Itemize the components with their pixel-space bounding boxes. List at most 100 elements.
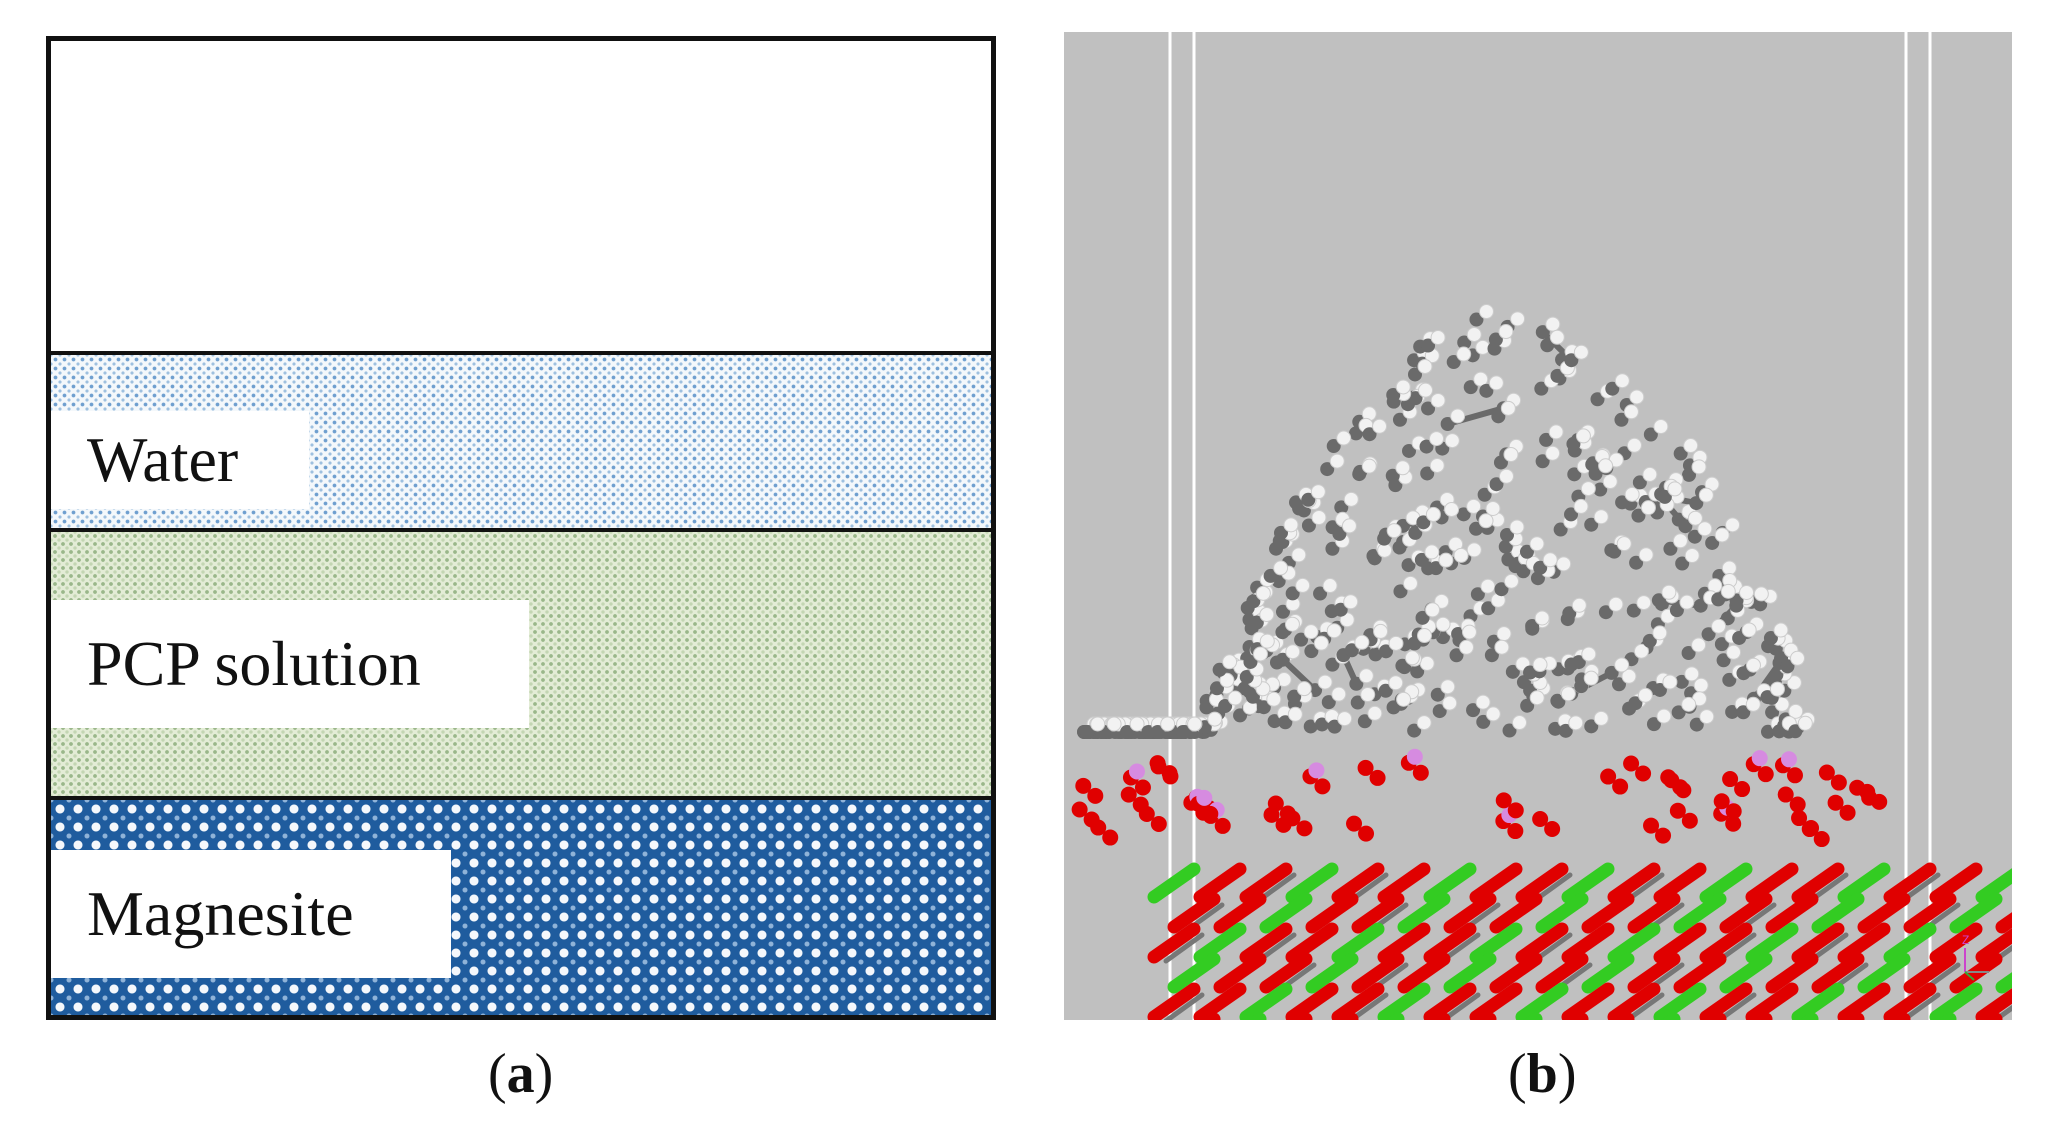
oxygen-atom xyxy=(1120,786,1137,803)
carbon-atom xyxy=(1289,495,1304,510)
carbon-atom xyxy=(1678,519,1693,534)
carbon-atom xyxy=(1584,719,1599,734)
carbon-atom xyxy=(1421,401,1436,416)
carbon-atom xyxy=(1287,689,1302,704)
hydrogen-atom xyxy=(1509,519,1525,535)
crystal-unit xyxy=(1791,982,1845,1020)
hydrogen-atom xyxy=(1372,418,1388,434)
hydrogen-atom xyxy=(1434,593,1450,609)
oxygen-atom xyxy=(1635,765,1652,782)
carbon-atom xyxy=(1385,468,1400,483)
carbon-atom xyxy=(1763,631,1778,646)
hydrogen-atom xyxy=(1593,509,1609,525)
carbon-atom xyxy=(1607,544,1622,559)
phosphorus-atom xyxy=(1406,748,1423,765)
crystal-unit xyxy=(1351,892,1405,934)
carbon-atom xyxy=(1378,644,1393,659)
hydrogen-atom xyxy=(1090,716,1106,732)
crystal-unit xyxy=(1719,892,1773,934)
oxygen-atom xyxy=(1660,769,1677,786)
hydrogen-atom xyxy=(1435,616,1451,632)
carbon-atom xyxy=(1533,560,1548,575)
hydrogen-atom xyxy=(1545,316,1561,332)
oxygen-atom xyxy=(1871,793,1888,810)
hydrogen-atom xyxy=(1512,715,1528,731)
carbon-atom xyxy=(1344,643,1359,658)
crystal-unit xyxy=(1377,982,1431,1020)
hydrogen-atom xyxy=(1480,578,1496,594)
carbon-atom xyxy=(1326,439,1341,454)
hydrogen-atom xyxy=(1741,622,1757,638)
carbon-atom xyxy=(1237,681,1252,696)
carbon-atom xyxy=(1760,690,1775,705)
carbon-atom xyxy=(1419,439,1434,454)
oxygen-atom xyxy=(1655,827,1672,844)
carbon-atom xyxy=(1080,725,1095,739)
carbon-atom xyxy=(1550,368,1565,383)
carbon-atom xyxy=(1408,525,1423,540)
axis-indicator: Z xyxy=(1962,933,1989,981)
hydrogen-atom xyxy=(1259,633,1275,649)
carbon-atom xyxy=(1392,540,1407,555)
oxygen-atom xyxy=(1643,817,1660,834)
hydrogen-atom xyxy=(1329,453,1345,469)
crystal-unit xyxy=(1397,892,1451,934)
hydrogen-atom xyxy=(1623,404,1639,420)
carbon-atom xyxy=(1674,674,1689,689)
carbon-atom xyxy=(1626,603,1641,618)
hydrogen-atom xyxy=(1581,646,1597,662)
oxygen-atom xyxy=(1284,810,1301,827)
carbon-atom xyxy=(1393,584,1408,599)
crystal-unit xyxy=(1469,922,1523,964)
crystal-unit xyxy=(1607,982,1661,1020)
carbon-atom xyxy=(1470,587,1485,602)
carbon-atom xyxy=(1401,558,1416,573)
hydrogen-atom xyxy=(1598,458,1614,474)
carbon-atom xyxy=(1466,703,1481,718)
hydrogen-atom xyxy=(1339,612,1355,628)
crystal-unit xyxy=(1857,892,1911,934)
carbon-atom xyxy=(1386,700,1401,715)
carbon-atom xyxy=(1646,717,1661,732)
carbon-atom xyxy=(1469,521,1484,536)
hydrogen-atom xyxy=(1498,324,1514,340)
crystal-unit xyxy=(1883,862,1937,904)
hydrogen-atom xyxy=(1545,445,1561,461)
crystal-unit xyxy=(1699,862,1753,904)
crystal-unit xyxy=(1489,952,1543,994)
oxygen-atom xyxy=(1150,758,1167,775)
hydrogen-atom xyxy=(1608,596,1624,612)
carbon-atom xyxy=(1469,312,1484,327)
carbon-atom xyxy=(1456,507,1471,522)
hydrogen-atom xyxy=(1106,716,1122,732)
oxygen-atom xyxy=(1202,805,1219,822)
carbon-atom xyxy=(1150,725,1165,739)
crystal-unit xyxy=(1719,952,1773,994)
carbon-atom xyxy=(1732,630,1747,645)
hydrogen-atom xyxy=(1295,577,1311,593)
hydrogen-atom xyxy=(1343,491,1359,507)
hydrogen-atom xyxy=(1721,560,1737,576)
carbon-atom xyxy=(1632,475,1647,490)
hydrogen-atom xyxy=(1573,498,1589,514)
crystal-unit xyxy=(1489,892,1543,934)
hydrogen-atom xyxy=(1621,668,1637,684)
crystal-unit xyxy=(1397,952,1451,994)
hydrogen-atom xyxy=(1478,304,1494,320)
hydrogen-atom xyxy=(1444,501,1460,517)
hydrogen-atom xyxy=(1593,710,1609,726)
carbon-atom xyxy=(1505,664,1520,679)
crystal-unit xyxy=(1883,922,1937,964)
carbon-atom xyxy=(1671,705,1686,720)
hydrogen-atom xyxy=(1187,716,1203,732)
carbon-atom xyxy=(1243,654,1258,669)
carbon-atom xyxy=(1516,564,1531,579)
oxygen-atom xyxy=(1623,755,1640,772)
carbon-atom xyxy=(1440,416,1455,431)
hydrogen-atom xyxy=(1160,716,1176,732)
crystal-unit xyxy=(1147,982,1201,1020)
oxygen-atom xyxy=(1087,787,1104,804)
phosphorus-atom xyxy=(1780,751,1797,768)
carbon-atom xyxy=(1693,598,1708,613)
carbon-atom xyxy=(1523,665,1538,680)
